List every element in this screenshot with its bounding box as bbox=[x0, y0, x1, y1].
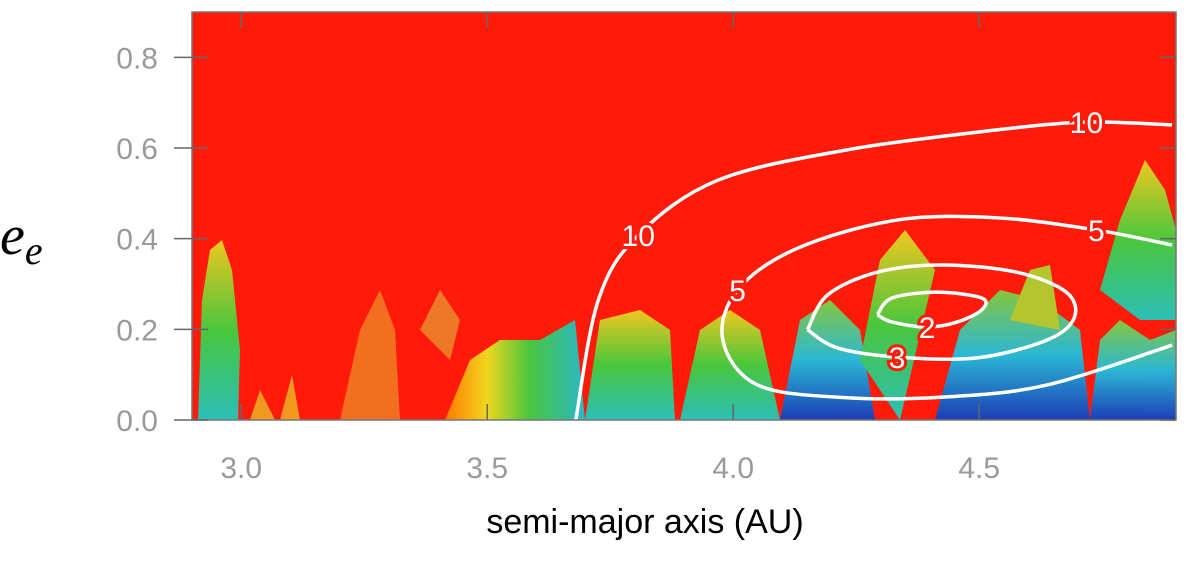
contour-label: 10 bbox=[622, 220, 655, 253]
contour-label: 2 bbox=[919, 312, 936, 345]
patch bbox=[340, 290, 400, 420]
y-tick-label: 0.2 bbox=[116, 314, 158, 347]
contour-line bbox=[875, 290, 988, 329]
patch bbox=[1090, 320, 1176, 420]
patch bbox=[1100, 160, 1176, 320]
patch bbox=[680, 310, 780, 420]
contour-line bbox=[574, 120, 1173, 420]
contour-label: 5 bbox=[1088, 215, 1105, 248]
contours bbox=[574, 120, 1173, 420]
x-tick-label: 4.0 bbox=[712, 452, 754, 485]
patch bbox=[198, 240, 240, 420]
patch bbox=[420, 290, 460, 360]
patch bbox=[780, 300, 875, 420]
patch bbox=[445, 320, 585, 420]
y-tick-label: 0.8 bbox=[116, 42, 158, 75]
y-axis-title: ee bbox=[0, 205, 43, 273]
x-tick-label: 4.5 bbox=[958, 452, 1000, 485]
x-tick-label: 3.0 bbox=[220, 452, 262, 485]
y-tick-label: 0.4 bbox=[116, 224, 158, 257]
stability-patches bbox=[198, 160, 1176, 420]
patch bbox=[250, 375, 300, 420]
contour-label: 5 bbox=[729, 275, 746, 308]
y-label-base: e bbox=[0, 205, 25, 267]
contour-label: 10 bbox=[1070, 107, 1103, 140]
y-tick-label: 0.6 bbox=[116, 133, 158, 166]
y-tick-label: 0.0 bbox=[116, 405, 158, 438]
contour-label: 3 bbox=[889, 342, 906, 375]
plot-frame bbox=[191, 11, 1177, 421]
patch bbox=[585, 310, 675, 420]
x-tick-label: 3.5 bbox=[466, 452, 508, 485]
contour-line bbox=[720, 214, 1173, 401]
contour-line bbox=[805, 263, 1078, 362]
y-label-subscript: e bbox=[25, 228, 43, 273]
x-axis-title: semi-major axis (AU) bbox=[486, 503, 803, 541]
